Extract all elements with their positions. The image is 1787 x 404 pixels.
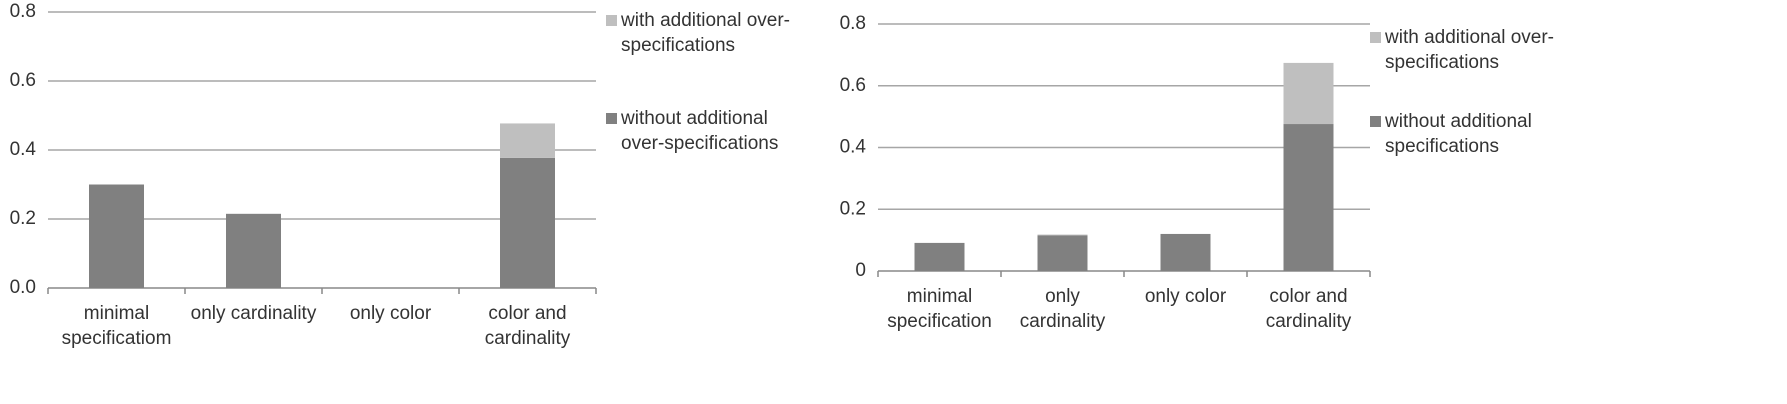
legend-swatch xyxy=(1370,32,1381,43)
legend-label: without additional over-specifications xyxy=(621,108,779,154)
y-tick-label: 0.8 xyxy=(10,1,36,22)
x-tick-label: only color xyxy=(1144,286,1227,307)
x-tick-label: only cardinality xyxy=(190,303,317,324)
legend-swatch xyxy=(1370,116,1381,127)
legend-label: with additional over-specifications xyxy=(621,10,790,56)
y-tick-label: 0.6 xyxy=(840,75,866,96)
bar xyxy=(1283,124,1334,271)
y-tick-label: 0 xyxy=(855,260,866,281)
bar xyxy=(89,184,144,288)
bar xyxy=(1160,233,1211,271)
y-tick-label: 0.0 xyxy=(10,277,36,298)
y-tick-label: 0.2 xyxy=(840,198,866,219)
y-tick-label: 0.8 xyxy=(840,13,866,34)
legend-label: without additional specifications xyxy=(1385,111,1532,157)
x-tick-label: only cardinality xyxy=(1019,286,1106,332)
y-tick-label: 0.2 xyxy=(10,208,36,229)
bar xyxy=(914,242,965,271)
x-tick-label: minimal specification xyxy=(887,286,992,332)
x-tick-label: color and cardinality xyxy=(1265,286,1352,332)
y-tick-label: 0.6 xyxy=(10,70,36,91)
legend-swatch xyxy=(606,15,617,26)
legend-label: with additional over-specifications xyxy=(1385,27,1554,73)
x-tick-label: color and cardinality xyxy=(484,303,571,349)
x-tick-label: minimal specificatiom xyxy=(61,303,172,349)
legend-swatch xyxy=(606,113,617,124)
y-tick-label: 0.4 xyxy=(10,139,37,160)
x-tick-label: only color xyxy=(349,303,432,324)
bar xyxy=(1037,234,1088,236)
y-tick-label: 0.4 xyxy=(840,137,867,158)
bar xyxy=(1283,62,1334,125)
bar xyxy=(226,213,281,288)
bar xyxy=(1037,235,1088,271)
bar xyxy=(500,123,555,158)
bar xyxy=(500,157,555,288)
